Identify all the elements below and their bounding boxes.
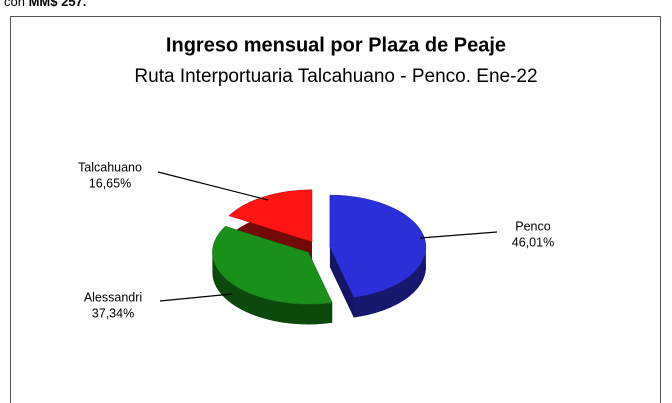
slice [228, 189, 313, 243]
intro-text: con MM$ 257. [4, 0, 86, 9]
slice-label: Alessandri [84, 290, 142, 304]
leader-line [157, 171, 269, 201]
slice-side [353, 247, 426, 318]
chart-title: Ingreso mensual por Plaza de Peaje [166, 34, 506, 56]
slice-value-label: 37,34% [92, 306, 134, 320]
intro-prefix: con [4, 0, 25, 9]
slice-label: Penco [515, 219, 550, 233]
chart-subtitle: Ruta Interportuaria Talcahuano - Penco. … [134, 66, 537, 87]
slice [329, 194, 427, 298]
leader-line [419, 231, 498, 239]
slice [212, 226, 333, 305]
slice-value-label: 16,65% [89, 176, 131, 190]
slice-side [212, 252, 333, 325]
slice-value-label: 46,01% [512, 235, 554, 249]
intro-bold: MM$ 257. [28, 0, 87, 9]
slice-label: Talcahuano [78, 160, 142, 174]
leader-line [159, 293, 233, 302]
